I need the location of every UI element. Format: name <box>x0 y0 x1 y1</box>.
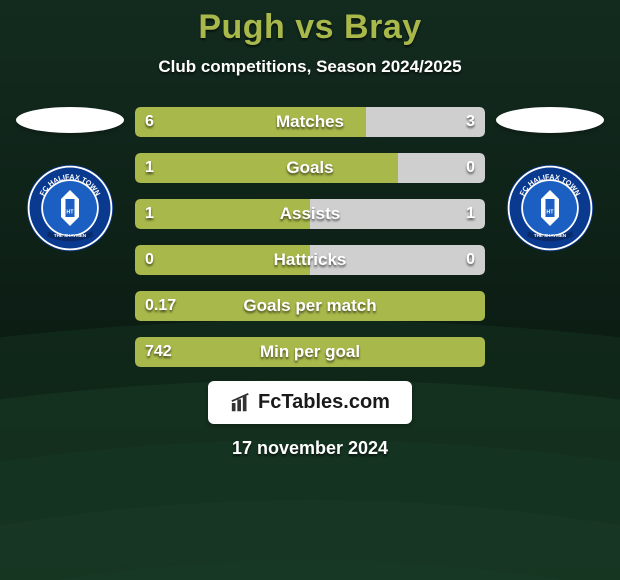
player-right-shadow-oval <box>496 107 604 133</box>
subtitle: Club competitions, Season 2024/2025 <box>158 57 461 77</box>
player-right-crest: FC HT FC HALIFAX TOWN THE SHAYMEN <box>505 163 595 253</box>
player-left-crest: FC HT FC HALIFAX TOWN THE SHAYMEN <box>25 163 115 253</box>
svg-text:FC: FC <box>546 202 553 208</box>
stat-bar-left <box>135 107 366 137</box>
page-title: Pugh vs Bray <box>198 8 421 47</box>
stat-bar-right <box>398 153 486 183</box>
brand-badge: FcTables.com <box>208 381 412 424</box>
brand-text: FcTables.com <box>258 391 390 414</box>
svg-text:HT: HT <box>546 209 554 215</box>
stat-bar-left <box>135 245 310 275</box>
svg-text:FC: FC <box>66 202 73 208</box>
stat-row: Assists11 <box>135 199 485 229</box>
comparison-row: FC HT FC HALIFAX TOWN THE SHAYMEN Matche… <box>0 107 620 367</box>
stat-bar-left <box>135 199 310 229</box>
stat-row: Hattricks00 <box>135 245 485 275</box>
stat-bars: Matches63 Goals10 Assists11 Hattricks00 Goal… <box>135 107 485 367</box>
player-left-shadow-oval <box>16 107 124 133</box>
stat-bar-right <box>310 245 485 275</box>
stat-row: Goals10 <box>135 153 485 183</box>
stat-bar-left <box>135 291 485 321</box>
stat-bar-right <box>366 107 485 137</box>
stat-bar-left <box>135 153 398 183</box>
stat-bar-right <box>310 199 485 229</box>
stat-row: Matches63 <box>135 107 485 137</box>
brand-icon <box>230 392 252 414</box>
stat-row: Goals per match0.17 <box>135 291 485 321</box>
svg-text:THE SHAYMEN: THE SHAYMEN <box>54 233 86 238</box>
svg-text:HT: HT <box>66 209 74 215</box>
player-left-side: FC HT FC HALIFAX TOWN THE SHAYMEN <box>15 107 125 253</box>
footer-date: 17 november 2024 <box>232 438 388 459</box>
stat-row: Min per goal742 <box>135 337 485 367</box>
player-right-side: FC HT FC HALIFAX TOWN THE SHAYMEN <box>495 107 605 253</box>
svg-text:THE SHAYMEN: THE SHAYMEN <box>534 233 566 238</box>
stat-bar-left <box>135 337 485 367</box>
